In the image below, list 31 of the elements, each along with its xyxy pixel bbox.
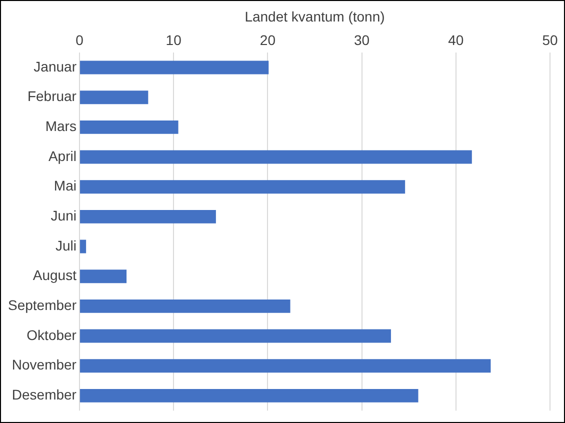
y-tick-label: Februar (27, 88, 77, 104)
x-axis-title: Landet kvantum (tonn) (244, 8, 385, 24)
bar (80, 60, 269, 74)
bar (80, 120, 178, 134)
x-tick-label: 40 (448, 32, 464, 48)
x-tick-label: 30 (354, 32, 370, 48)
y-tick-label: Juni (50, 208, 76, 224)
x-tick-label: 20 (260, 32, 276, 48)
bar (80, 210, 216, 224)
x-tick-label: 50 (542, 32, 558, 48)
y-tick-label: April (48, 148, 76, 164)
bar (80, 299, 290, 313)
y-tick-label: Juli (55, 237, 76, 254)
bar (80, 270, 127, 284)
x-tick-label: 0 (76, 32, 84, 48)
bar (80, 90, 148, 104)
bar (80, 150, 472, 164)
y-tick-label: Oktober (26, 326, 77, 343)
y-tick-label: Desember (12, 386, 77, 403)
y-tick-label: Mars (45, 118, 76, 134)
y-tick-label: Januar (34, 58, 77, 74)
y-tick-label: August (32, 267, 77, 284)
y-tick-label: Mai (54, 178, 76, 194)
bar (80, 180, 406, 194)
bar (80, 388, 418, 402)
bar (80, 359, 491, 373)
bar (80, 329, 391, 343)
bar (80, 240, 86, 254)
y-tick-label: November (12, 356, 77, 373)
x-tick-label: 10 (166, 32, 182, 48)
y-tick-label: September (8, 297, 77, 314)
